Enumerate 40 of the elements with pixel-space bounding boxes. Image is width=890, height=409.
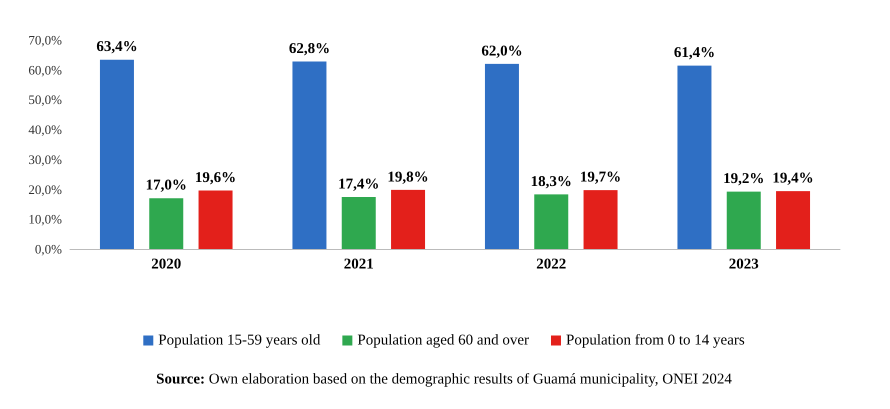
bar <box>292 61 326 249</box>
y-tick-label: 60,0% <box>28 62 62 78</box>
legend-label: Population from 0 to 14 years <box>566 332 745 348</box>
y-tick-label: 0,0% <box>34 242 62 256</box>
y-tick-label: 20,0% <box>28 182 62 197</box>
source-note: Source: Own elaboration based on the demographic results of Guamá municipality, ONEI 2024 <box>156 372 732 388</box>
data-label: 19,7% <box>580 170 622 186</box>
bar <box>726 192 761 249</box>
bar <box>776 191 810 249</box>
bar <box>391 190 426 249</box>
bar <box>342 197 376 249</box>
data-label: 61,4% <box>674 45 716 62</box>
bar <box>484 64 519 249</box>
data-label: 17,4% <box>338 176 380 193</box>
bar <box>677 66 712 249</box>
data-label: 63,4% <box>96 39 138 56</box>
y-tick-label: 70,0% <box>28 32 62 48</box>
y-tick-label: 50,0% <box>28 92 62 108</box>
data-label: 18,3% <box>530 174 572 190</box>
legend-label: Population aged 60 and over <box>357 332 529 348</box>
data-label: 19,6% <box>194 170 236 186</box>
x-tick-label: 2020 <box>151 256 182 272</box>
y-tick-label: 10,0% <box>28 212 62 227</box>
y-tick-label: 30,0% <box>28 152 62 167</box>
legend-label: Population 15-59 years old <box>158 332 321 348</box>
x-tick-label: 2022 <box>536 256 566 272</box>
bar <box>198 190 233 249</box>
data-label: 19,4% <box>772 170 814 187</box>
bar <box>534 194 568 249</box>
x-tick-label: 2021 <box>344 256 374 272</box>
bar <box>100 60 134 249</box>
data-label: 19,2% <box>723 171 764 188</box>
y-tick-label: 40,0% <box>28 122 62 138</box>
data-label: 62,8% <box>288 40 330 57</box>
data-label: 17,0% <box>146 178 187 194</box>
data-label: 62,0% <box>481 43 523 60</box>
bar <box>149 198 184 249</box>
bar <box>584 190 618 249</box>
data-label: 19,8% <box>387 169 429 186</box>
x-tick-label: 2023 <box>728 256 759 272</box>
